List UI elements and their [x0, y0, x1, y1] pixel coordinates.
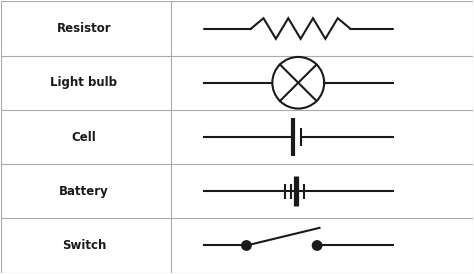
- Ellipse shape: [312, 241, 322, 250]
- Text: Switch: Switch: [62, 239, 106, 252]
- Text: Battery: Battery: [59, 185, 109, 198]
- Text: Cell: Cell: [72, 130, 96, 144]
- Ellipse shape: [242, 241, 251, 250]
- Text: Resistor: Resistor: [56, 22, 111, 35]
- Text: Light bulb: Light bulb: [50, 76, 118, 89]
